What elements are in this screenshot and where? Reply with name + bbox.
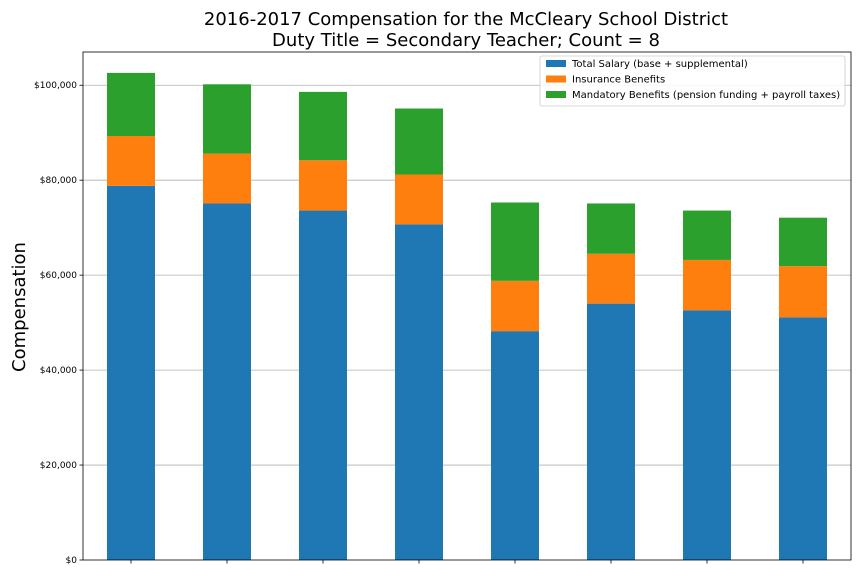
legend-swatch [546,75,566,83]
plot-frame [82,51,852,561]
bar-segment-mandatory [203,84,251,154]
y-tick-label: $60,000 [40,271,77,281]
bars [107,72,827,561]
legend-swatch [546,91,566,98]
axes: $0 $20,000 $40,000 $60,000 $80,000 $100,000 [34,51,852,566]
bar-segment-insurance [491,280,539,332]
bar-segment-mandatory [107,72,155,137]
bar-segment-insurance [395,174,443,225]
bar-segment-salary [395,224,443,560]
y-tick-label: $40,000 [40,366,77,376]
chart-subtitle: Duty Title = Secondary Teacher; Count = … [272,30,660,51]
legend-label: Mandatory Benefits (pension funding + pa… [572,90,840,101]
y-tick-label: $0 [66,556,78,566]
bar-segment-salary [203,203,251,560]
y-axis-label: Compensation [9,242,30,372]
y-tick-label: $100,000 [34,81,77,91]
bar-segment-insurance [299,160,347,211]
gridlines [83,84,851,466]
chart-title: 2016-2017 Compensation for the McCleary … [204,9,728,30]
bar-segment-salary [491,331,539,560]
bar-segment-salary [107,185,155,561]
bar-segment-salary [779,317,827,560]
bar-segment-mandatory [491,202,539,281]
bar-segment-mandatory [395,108,443,175]
bar-segment-insurance [683,259,731,311]
bar-segment-mandatory [779,217,827,267]
legend-label: Insurance Benefits [572,75,665,86]
bar-segment-salary [683,310,731,560]
legend-label: Total Salary (base + supplemental) [571,59,748,70]
bar-segment-insurance [587,253,635,304]
legend-swatch [546,60,566,67]
bar-segment-insurance [779,266,827,318]
y-tick-label: $20,000 [40,461,77,471]
bar-segment-salary [299,210,347,560]
bar-segment-mandatory [587,203,635,254]
bar-segment-mandatory [299,91,347,161]
legend-box [539,55,846,107]
bar-segment-salary [587,303,635,560]
y-tick-label: $80,000 [40,176,77,186]
bar-segment-insurance [107,136,155,186]
bar-segment-mandatory [683,210,731,260]
legend: Total Salary (base + supplemental) Insura… [539,55,846,107]
bar-segment-insurance [203,153,251,204]
